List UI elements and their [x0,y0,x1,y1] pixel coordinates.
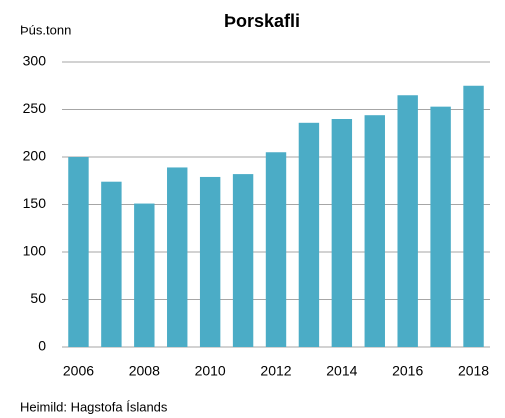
x-tick-label: 2016 [392,363,423,379]
bar [265,152,287,347]
bar [232,174,254,347]
x-tick-label: 2012 [260,363,291,379]
source-note: Heimild: Hagstofa Íslands [20,399,168,414]
x-tick-label: 2006 [63,363,94,379]
x-tick-label: 2014 [326,363,357,379]
y-tick-label: 0 [38,338,46,354]
y-axis-label: Þús.tonn [20,22,71,37]
bar [298,122,320,347]
bar [364,115,385,347]
bar [430,106,451,348]
x-tick-label: 2008 [129,363,160,379]
y-tick-label: 150 [23,195,47,211]
x-tick-label: 2018 [458,363,489,379]
bar [463,85,484,347]
bar [101,181,122,347]
y-tick-label: 100 [23,243,47,259]
y-tick-label: 300 [23,53,47,69]
y-tick-label: 50 [30,290,46,306]
y-tick-label: 200 [23,148,47,164]
bar [134,203,155,347]
bar [68,157,89,347]
x-tick-label: 2010 [195,363,226,379]
bar [397,95,418,347]
bar [199,176,221,347]
y-tick-label: 250 [23,100,47,116]
chart-title: Þorskafli [224,11,300,31]
bar [167,167,188,347]
bar [331,119,353,347]
